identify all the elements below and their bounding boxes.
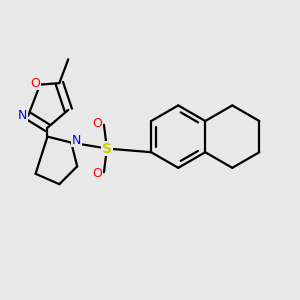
Text: O: O <box>92 117 102 130</box>
Text: O: O <box>31 76 40 90</box>
Text: N: N <box>72 134 81 147</box>
Text: S: S <box>102 142 112 155</box>
Text: N: N <box>18 109 28 122</box>
Text: O: O <box>92 167 102 180</box>
